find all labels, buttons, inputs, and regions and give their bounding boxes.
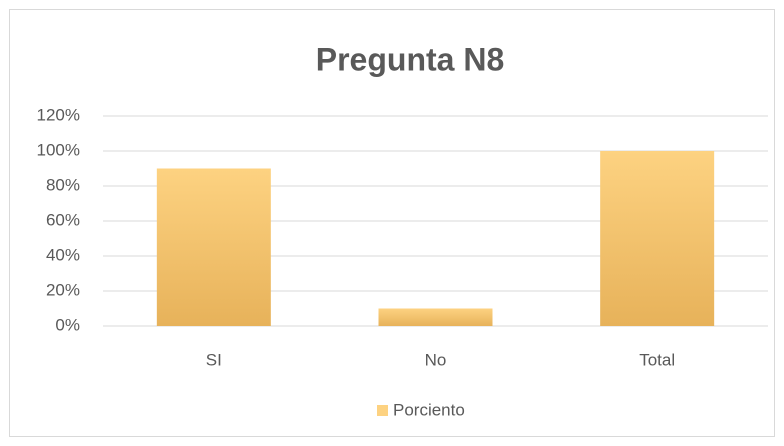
legend-swatch: [377, 405, 388, 416]
legend-label: Porciento: [393, 400, 465, 419]
bar: [600, 151, 715, 326]
y-tick-label: 120%: [37, 105, 80, 124]
chart-title: Pregunta N8: [316, 41, 504, 77]
y-tick-label: 0%: [55, 315, 80, 334]
y-tick-label: 20%: [46, 280, 80, 299]
x-tick-label: No: [425, 350, 447, 369]
bar: [156, 168, 271, 326]
y-tick-label: 100%: [37, 140, 80, 159]
y-tick-label: 40%: [46, 245, 80, 264]
bar: [378, 308, 493, 326]
x-tick-label: SI: [206, 350, 222, 369]
x-tick-label: Total: [639, 350, 675, 369]
y-tick-label: 60%: [46, 210, 80, 229]
y-tick-label: 80%: [46, 175, 80, 194]
